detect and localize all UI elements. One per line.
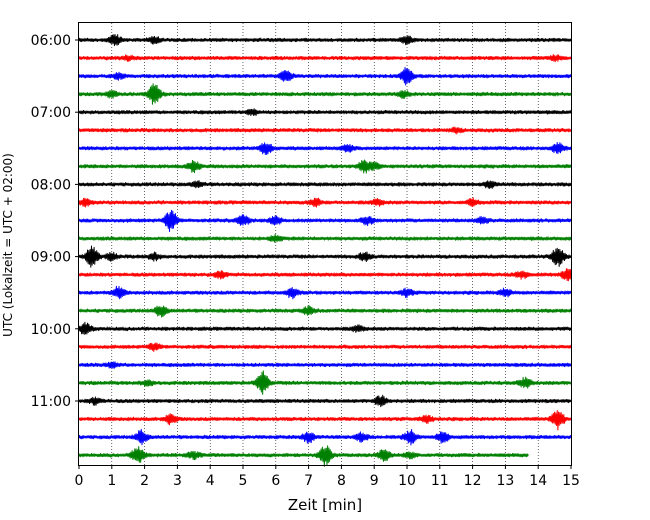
y-tick-label: 06:00 bbox=[31, 33, 71, 49]
trace-line bbox=[78, 305, 572, 318]
trace-line bbox=[78, 321, 572, 335]
trace-line bbox=[78, 209, 572, 232]
x-tick-label: 8 bbox=[337, 473, 346, 489]
trace-line bbox=[78, 370, 572, 395]
y-tick-label: 08:00 bbox=[31, 177, 71, 193]
trace-line bbox=[78, 83, 572, 105]
x-tick-label: 10 bbox=[398, 473, 416, 489]
trace-line bbox=[78, 429, 572, 446]
x-tick-label: 7 bbox=[304, 473, 313, 489]
trace-line bbox=[78, 394, 572, 408]
trace-line bbox=[78, 180, 572, 189]
trace-line bbox=[78, 245, 572, 268]
traces bbox=[78, 34, 572, 467]
x-grid bbox=[111, 23, 539, 465]
trace-line bbox=[78, 159, 572, 174]
x-tick-label: 1 bbox=[107, 473, 116, 489]
trace-line bbox=[78, 233, 572, 243]
x-tick-label: 0 bbox=[75, 473, 84, 489]
trace-line bbox=[78, 342, 572, 352]
y-ticks: 06:00 07:00 08:00 09:00 10:00 11:00 bbox=[31, 33, 79, 410]
y-axis-label: UTC (Lokalzeit = UTC + 02:00) bbox=[1, 153, 15, 337]
x-tick-label: 5 bbox=[239, 473, 248, 489]
trace-line bbox=[78, 445, 529, 467]
x-ticks: 0 1 2 3 4 5 6 7 8 9 10 11 12 13 14 15 bbox=[75, 465, 580, 489]
y-tick-label: 11:00 bbox=[31, 394, 71, 410]
trace-line bbox=[78, 361, 572, 369]
x-tick-label: 2 bbox=[140, 473, 149, 489]
x-tick-label: 9 bbox=[370, 473, 379, 489]
trace-line bbox=[78, 34, 572, 47]
trace-line bbox=[78, 410, 572, 431]
y-tick-label: 07:00 bbox=[31, 105, 71, 121]
trace-line bbox=[78, 54, 572, 63]
x-tick-label: 12 bbox=[464, 473, 482, 489]
x-tick-label: 4 bbox=[206, 473, 215, 489]
x-tick-label: 15 bbox=[562, 473, 580, 489]
trace-line bbox=[78, 141, 572, 155]
x-tick-label: 14 bbox=[529, 473, 547, 489]
x-axis-label: Zeit [min] bbox=[288, 496, 362, 514]
y-tick-label: 09:00 bbox=[31, 250, 71, 266]
trace-line bbox=[78, 197, 572, 208]
x-tick-label: 3 bbox=[173, 473, 182, 489]
x-tick-label: 11 bbox=[431, 473, 449, 489]
trace-line bbox=[78, 268, 572, 282]
y-tick-label: 10:00 bbox=[31, 322, 71, 338]
x-tick-label: 13 bbox=[496, 473, 514, 489]
trace-line bbox=[78, 108, 572, 117]
plot-frame bbox=[78, 22, 572, 466]
trace-line bbox=[78, 126, 572, 135]
trace-line bbox=[78, 66, 572, 86]
trace-line bbox=[78, 285, 572, 300]
x-tick-label: 6 bbox=[271, 473, 280, 489]
